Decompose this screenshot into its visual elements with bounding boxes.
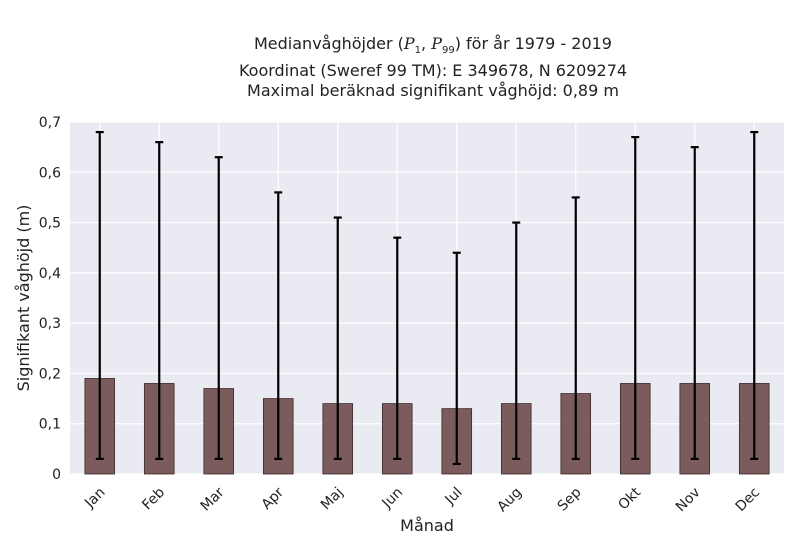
y-tick-label: 0,7 <box>39 115 61 131</box>
x-tick-label: Mar <box>198 484 228 514</box>
y-axis-label: Signifikant våghöjd (m) <box>14 205 33 392</box>
chart-title-block: Medianvåghöjder (P1, P99) för år 1979 - … <box>0 34 800 101</box>
x-tick-label: Sep <box>555 484 585 514</box>
y-tick-label: 0,6 <box>39 165 61 181</box>
x-tick-label: Jun <box>379 485 406 512</box>
x-tick-label: Dec <box>733 485 763 515</box>
y-tick-label: 0 <box>52 467 61 483</box>
y-tick-label: 0,2 <box>39 366 61 382</box>
x-tick-label: Nov <box>673 485 704 516</box>
x-axis-label: Månad <box>400 516 454 535</box>
x-tick-label: Feb <box>139 484 168 513</box>
x-tick-label: Maj <box>318 485 347 514</box>
x-tick-label: Okt <box>615 484 644 513</box>
chart-subtitle-max-wave-height: Maximal beräknad signifikant våghöjd: 0,… <box>247 81 619 101</box>
y-tick-label: 0,1 <box>39 417 61 433</box>
chart-subtitle-coordinates: Koordinat (Sweref 99 TM): E 349678, N 62… <box>238 61 628 81</box>
x-axis-ticks: Jan Feb Mar Apr Maj Jun Jul Aug Sep Okt Nov Dec <box>81 484 763 515</box>
y-tick-label: 0,4 <box>39 266 61 282</box>
plot-area <box>70 122 784 474</box>
x-tick-label: Aug <box>494 485 525 516</box>
x-tick-label: Jan <box>81 485 108 512</box>
y-axis-ticks: 0 0,1 0,2 0,3 0,4 0,5 0,6 0,7 <box>39 115 61 483</box>
error-bars <box>95 130 759 466</box>
y-tick-label: 0,5 <box>39 216 61 232</box>
y-tick-label: 0,3 <box>39 316 61 332</box>
chart-title: Medianvåghöjder (P1, P99) för år 1979 - … <box>254 34 612 57</box>
x-tick-label: Apr <box>259 484 288 513</box>
x-tick-label: Jul <box>442 485 466 509</box>
